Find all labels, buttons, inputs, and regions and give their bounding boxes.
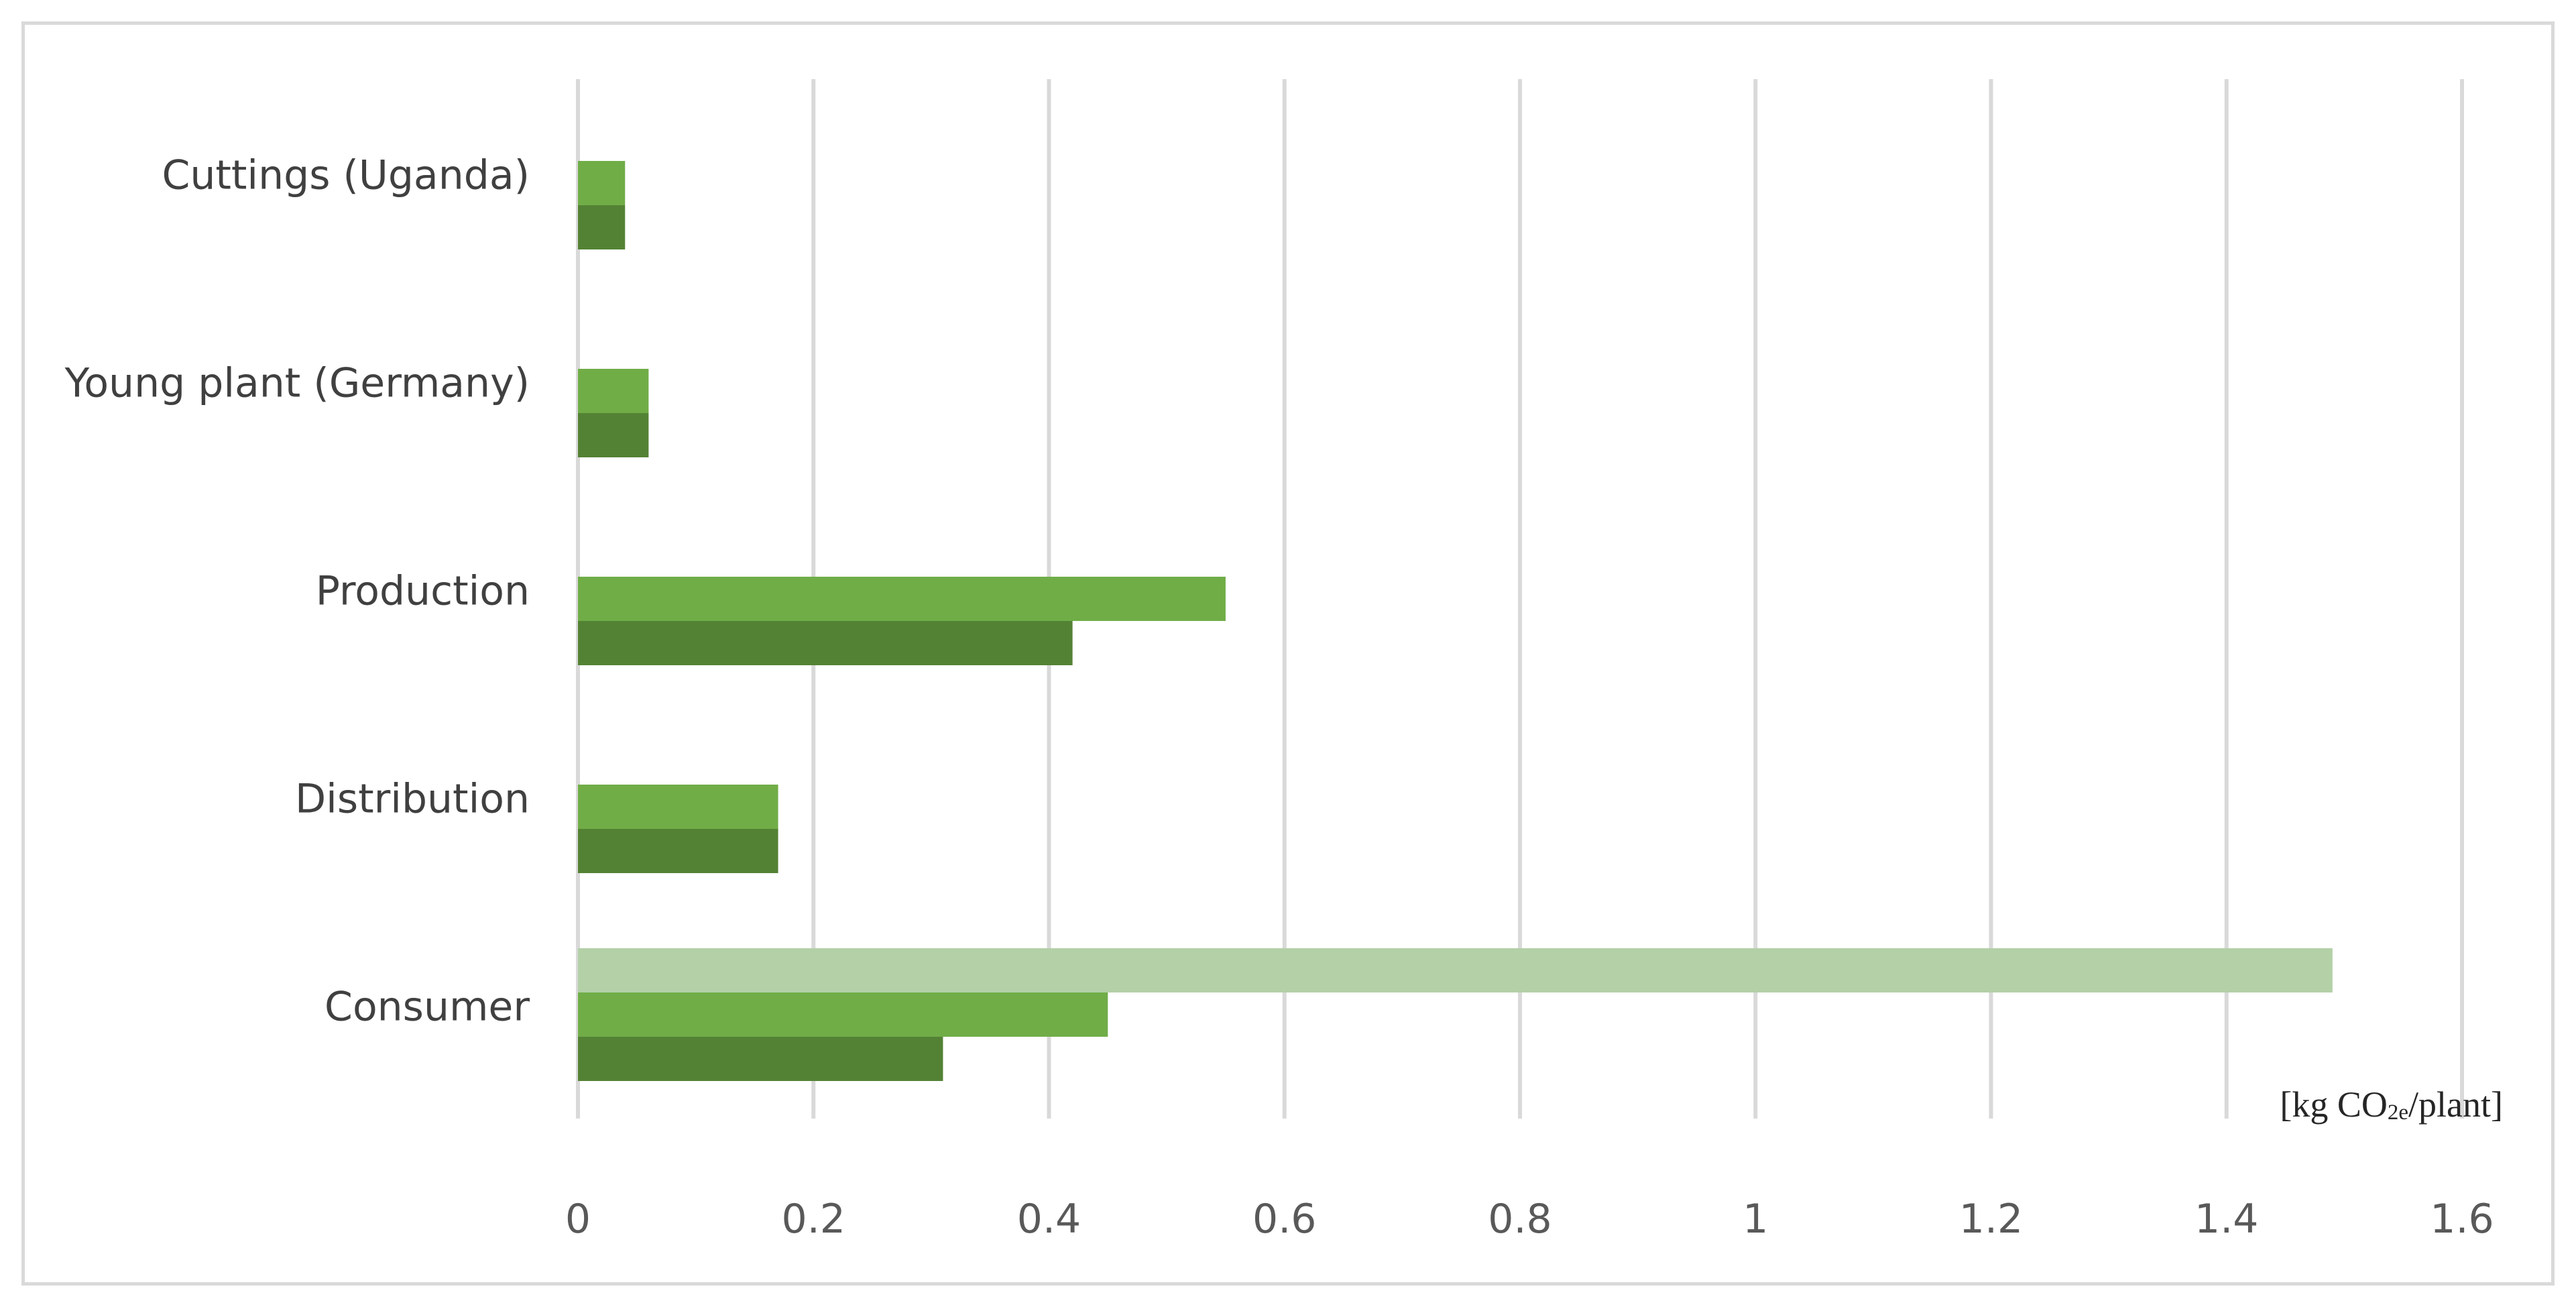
bars	[578, 161, 2333, 1081]
gridlines	[576, 79, 2464, 1119]
bar	[578, 413, 649, 457]
x-tick-label: 1.2	[1959, 1196, 2023, 1243]
unit-subscript: 2e	[2388, 1100, 2408, 1125]
bar	[578, 161, 626, 205]
x-tick-label: 1	[1743, 1196, 1768, 1243]
bar	[578, 205, 626, 249]
x-tick-label: 0.4	[1017, 1196, 1081, 1243]
category-label: Production	[316, 568, 530, 615]
chart-frame	[21, 21, 2555, 1286]
bar	[578, 948, 2333, 992]
x-tick-label: 1.6	[2430, 1196, 2494, 1243]
unit-prefix: [kg CO	[2280, 1084, 2388, 1125]
x-tick-label: 1.4	[2194, 1196, 2258, 1243]
bar	[578, 621, 1073, 665]
x-tick-label: 0.2	[782, 1196, 845, 1243]
x-tick-label: 0.8	[1488, 1196, 1552, 1243]
bar	[578, 992, 1108, 1037]
x-tick-label: 0	[565, 1196, 591, 1243]
x-tick-label: 0.6	[1252, 1196, 1316, 1243]
bar	[578, 785, 778, 829]
bar	[578, 829, 778, 873]
category-label: Consumer	[325, 984, 530, 1031]
category-label: Cuttings (Uganda)	[162, 152, 530, 199]
category-label: Young plant (Germany)	[64, 360, 530, 407]
bar	[578, 1037, 943, 1081]
bar	[578, 577, 1226, 621]
unit-label: [kg CO2e/plant]	[2280, 1084, 2503, 1125]
unit-suffix: /plant]	[2408, 1084, 2503, 1125]
labels: 0 0.2 0.4 0.6 0.8 1 1.2 1.4 1.6 Cuttings (Uganda)…	[64, 152, 2494, 1243]
category-label: Distribution	[295, 776, 530, 823]
bar	[578, 369, 649, 413]
